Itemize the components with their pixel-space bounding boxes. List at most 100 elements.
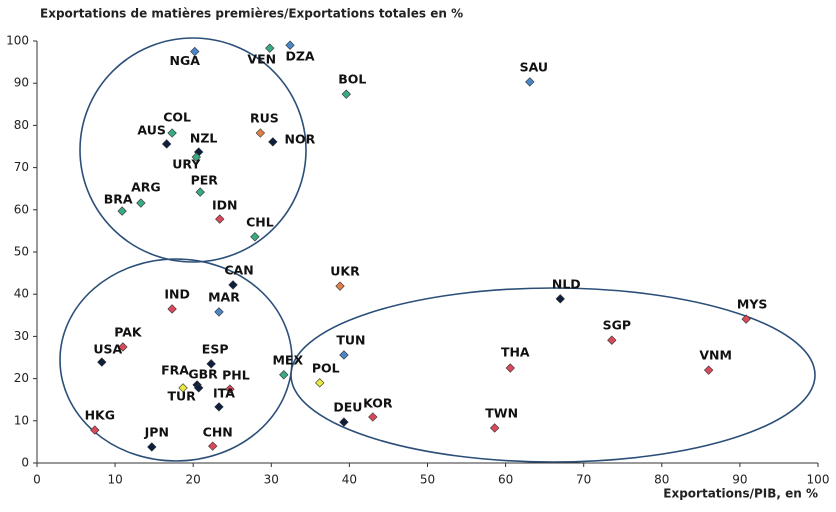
data-point: [136, 198, 146, 208]
point-label: RUS: [250, 110, 279, 125]
point-label: JPN: [144, 424, 169, 439]
data-point: [191, 152, 201, 162]
data-point: [167, 128, 177, 138]
point-label: CHL: [246, 214, 274, 229]
point-label: IND: [164, 286, 190, 301]
data-point: [195, 187, 205, 197]
point-label: NZL: [190, 130, 218, 145]
point-label: GBR: [188, 366, 218, 381]
point-label: VEN: [247, 52, 276, 67]
point-label: ESP: [202, 341, 229, 356]
y-tick-label: 20: [14, 371, 29, 385]
data-point: [268, 137, 278, 147]
data-point: [228, 280, 238, 290]
data-point: [315, 378, 325, 388]
data-point: [339, 350, 349, 360]
data-point: [97, 357, 107, 367]
x-tick-label: 40: [342, 473, 357, 487]
y-tick-label: 50: [14, 245, 29, 259]
point-label: NLD: [552, 276, 581, 291]
x-tick-label: 90: [732, 473, 747, 487]
data-point: [90, 425, 100, 435]
point-label: PHL: [222, 368, 250, 383]
point-label: COL: [163, 109, 191, 124]
data-point: [335, 281, 345, 291]
point-label: PAK: [114, 324, 143, 339]
data-point: [250, 232, 260, 242]
point-label: POL: [312, 360, 340, 375]
chart-title: Exportations de matières premières/Expor…: [40, 7, 463, 21]
point-label: CAN: [224, 262, 253, 277]
x-tick-label: 30: [264, 473, 279, 487]
data-point: [555, 294, 565, 304]
data-point: [339, 417, 349, 427]
data-point: [190, 46, 200, 57]
point-label: AUS: [137, 122, 165, 137]
data-point: [607, 335, 617, 345]
point-label: SAU: [520, 59, 548, 74]
cluster-outline: [79, 37, 307, 263]
point-label: KOR: [363, 396, 393, 411]
y-tick-label: 0: [21, 456, 29, 470]
point-label: URY: [172, 157, 201, 172]
point-label: DZA: [285, 49, 314, 64]
x-tick-label: 20: [186, 473, 201, 487]
point-label: NGA: [170, 53, 201, 68]
y-tick-label: 90: [14, 76, 29, 90]
x-tick-label: 100: [807, 473, 830, 487]
point-label: BOL: [338, 72, 366, 87]
point-label: THA: [501, 345, 530, 360]
y-tick-label: 60: [14, 202, 29, 216]
data-point: [161, 139, 172, 149]
point-label: FRA: [161, 362, 189, 377]
x-tick-label: 10: [107, 473, 122, 487]
data-point: [225, 384, 235, 394]
data-point: [255, 128, 266, 138]
data-point: [703, 365, 714, 375]
data-point: [117, 206, 127, 216]
data-point: [118, 342, 128, 352]
data-point: [368, 412, 378, 422]
point-label: BRA: [104, 192, 133, 207]
cluster-outline: [290, 287, 816, 463]
data-point: [214, 307, 224, 317]
point-label: VNM: [699, 348, 732, 363]
data-point: [147, 442, 157, 452]
y-tick-label: 40: [14, 287, 29, 301]
data-point: [178, 383, 188, 393]
point-label: NOR: [285, 131, 316, 146]
point-label: ITA: [213, 385, 235, 400]
data-point: [505, 363, 515, 373]
data-point: [215, 214, 225, 224]
y-tick-label: 80: [14, 118, 29, 132]
x-tick-label: 60: [498, 473, 513, 487]
cluster-outline: [59, 258, 293, 462]
data-point: [525, 77, 535, 87]
point-label: SGP: [603, 318, 631, 333]
data-point: [285, 40, 295, 50]
y-tick-label: 30: [14, 329, 29, 343]
y-tick-label: 10: [14, 413, 29, 427]
point-label: TUN: [336, 332, 365, 347]
data-point: [194, 383, 204, 393]
point-label: MEX: [272, 352, 303, 367]
data-point: [214, 402, 224, 412]
point-label: DEU: [333, 400, 362, 415]
point-label: USA: [93, 342, 122, 357]
point-label: MYS: [737, 297, 768, 312]
data-point: [341, 89, 351, 99]
x-axis-label: Exportations/PIB, en %: [663, 487, 818, 501]
point-label: UKR: [330, 264, 360, 279]
y-tick-label: 70: [14, 160, 29, 174]
point-label: IDN: [212, 198, 238, 213]
data-point: [279, 370, 289, 380]
point-label: ARG: [131, 180, 161, 195]
data-point: [208, 441, 218, 451]
data-point: [206, 359, 216, 369]
point-label: HKG: [85, 408, 115, 423]
x-tick-label: 0: [33, 473, 41, 487]
x-tick-label: 80: [654, 473, 669, 487]
x-tick-label: 70: [576, 473, 591, 487]
data-point: [167, 304, 177, 314]
